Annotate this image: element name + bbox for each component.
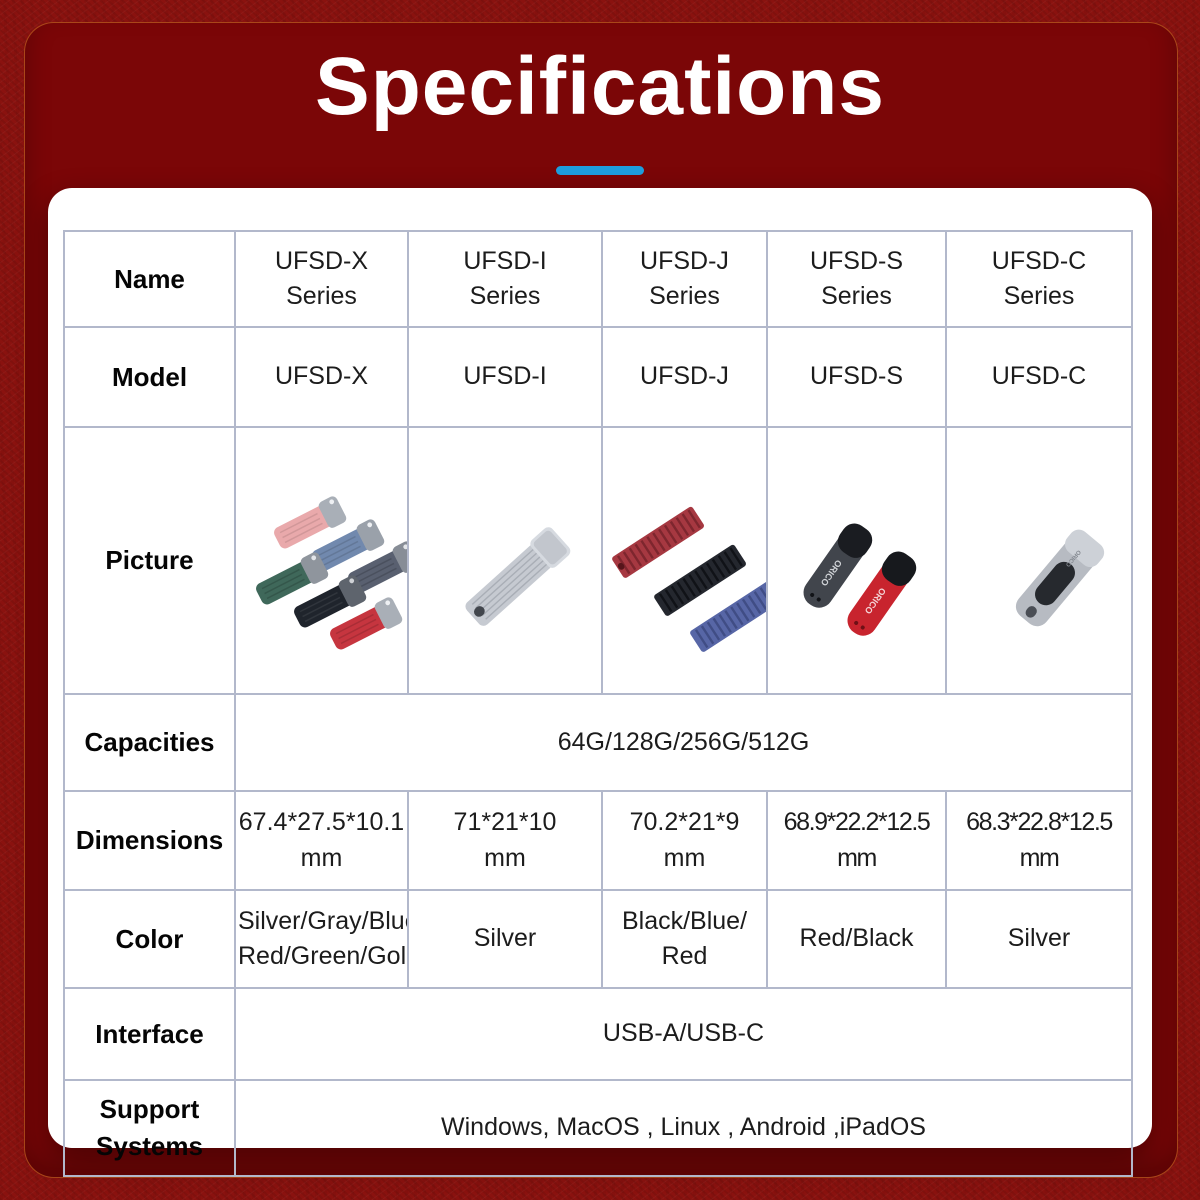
cell-name-ufsd-s: UFSD-S Series — [766, 230, 947, 328]
cell-dimensions-ufsd-c: 68.3*22.8*12.5 mm — [945, 790, 1133, 891]
ufsd-x-six-color-drives-photo — [256, 495, 406, 649]
cell-picture-ufsd-x — [234, 426, 409, 695]
table-row-interface: Interface USB-A/USB-C — [63, 987, 1133, 1081]
row-label-support-systems: Support Systems — [63, 1079, 236, 1177]
table-row-name: Name UFSD-X Series UFSD-I Series UFSD-J … — [63, 230, 1133, 328]
table-row-model: Model UFSD-X UFSD-I UFSD-J UFSD-S UFSD-C — [63, 326, 1133, 428]
row-label-model: Model — [63, 326, 236, 428]
cell-color-ufsd-j: Black/Blue/ Red — [601, 889, 768, 989]
row-label-name: Name — [63, 230, 236, 328]
cell-interface-value: USB-A/USB-C — [234, 987, 1133, 1081]
table-row-support-systems: Support Systems Windows, MacOS , Linux ,… — [63, 1079, 1133, 1177]
row-label-dimensions: Dimensions — [63, 790, 236, 891]
cell-name-ufsd-i: UFSD-I Series — [407, 230, 603, 328]
cell-capacities-value: 64G/128G/256G/512G — [234, 693, 1133, 792]
cell-model-ufsd-j: UFSD-J — [601, 326, 768, 428]
spec-card: Name UFSD-X Series UFSD-I Series UFSD-J … — [48, 188, 1152, 1177]
table-row-dimensions: Dimensions 67.4*27.5*10.1 mm 71*21*10 mm… — [63, 790, 1133, 891]
ufsd-s-black-red-drives-photo: ORICO ORICO — [803, 523, 917, 636]
row-label-picture: Picture — [63, 426, 236, 695]
ufsd-j-red-black-blue-drives-photo — [612, 506, 765, 652]
row-label-color: Color — [63, 889, 236, 989]
cell-picture-ufsd-c: ORICO — [945, 426, 1133, 695]
cell-model-ufsd-i: UFSD-I — [407, 326, 603, 428]
table-row-picture: Picture — [63, 426, 1133, 695]
cell-color-ufsd-c: Silver — [945, 889, 1133, 989]
cell-color-ufsd-s: Red/Black — [766, 889, 947, 989]
ufsd-c-silver-drive-photo: ORICO — [1015, 529, 1105, 626]
cell-dimensions-ufsd-i: 71*21*10 mm — [407, 790, 603, 891]
page-title: Specifications — [315, 41, 885, 132]
cell-model-ufsd-s: UFSD-S — [766, 326, 947, 428]
cell-picture-ufsd-j — [601, 426, 768, 695]
row-label-interface: Interface — [63, 987, 236, 1081]
spec-table: Name UFSD-X Series UFSD-I Series UFSD-J … — [63, 230, 1133, 1177]
table-row-color: Color Silver/Gray/Blue/ Red/Green/Gold S… — [63, 889, 1133, 989]
table-row-capacities: Capacities 64G/128G/256G/512G — [63, 693, 1133, 792]
cell-dimensions-ufsd-j: 70.2*21*9 mm — [601, 790, 768, 891]
cell-support-systems-value: Windows, MacOS , Linux , Android ,iPadOS — [234, 1079, 1133, 1177]
cell-picture-ufsd-s: ORICO ORICO — [766, 426, 947, 695]
title-accent-underline — [556, 166, 644, 175]
ufsd-i-silver-drive-photo — [465, 526, 571, 626]
cell-picture-ufsd-i — [407, 426, 603, 695]
cell-color-ufsd-i: Silver — [407, 889, 603, 989]
cell-name-ufsd-j: UFSD-J Series — [601, 230, 768, 328]
cell-dimensions-ufsd-s: 68.9*22.2*12.5 mm — [766, 790, 947, 891]
cell-model-ufsd-c: UFSD-C — [945, 326, 1133, 428]
cell-model-ufsd-x: UFSD-X — [234, 326, 409, 428]
cell-dimensions-ufsd-x: 67.4*27.5*10.1 mm — [234, 790, 409, 891]
cell-color-ufsd-x: Silver/Gray/Blue/ Red/Green/Gold — [234, 889, 409, 989]
cell-name-ufsd-x: UFSD-X Series — [234, 230, 409, 328]
row-label-capacities: Capacities — [63, 693, 236, 792]
cell-name-ufsd-c: UFSD-C Series — [945, 230, 1133, 328]
